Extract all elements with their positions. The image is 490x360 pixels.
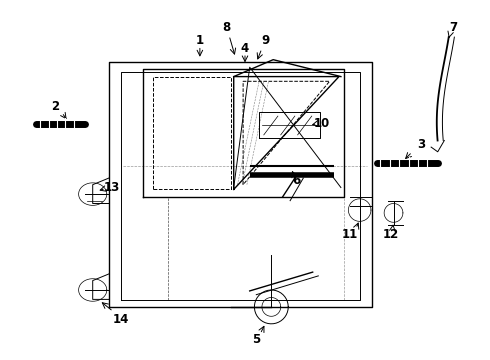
Text: 12: 12 (383, 228, 399, 241)
Text: 8: 8 (222, 21, 230, 34)
Text: 1: 1 (196, 34, 204, 48)
Text: 14: 14 (113, 312, 129, 326)
Text: 5: 5 (252, 333, 260, 346)
Text: 7: 7 (450, 21, 458, 34)
Text: 11: 11 (342, 228, 358, 241)
Text: 6: 6 (293, 174, 301, 186)
Text: 10: 10 (314, 117, 330, 130)
Text: 4: 4 (241, 42, 249, 55)
Text: 9: 9 (262, 34, 270, 48)
Text: 2: 2 (51, 100, 59, 113)
Text: 3: 3 (417, 138, 426, 151)
Text: 13: 13 (103, 181, 120, 194)
